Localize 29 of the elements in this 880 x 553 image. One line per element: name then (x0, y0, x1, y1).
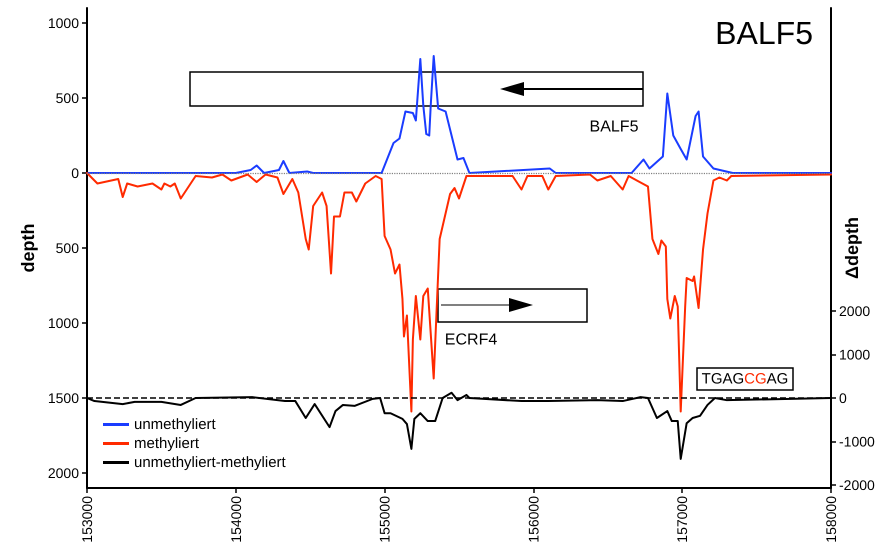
annotation: TGAGCGAG (702, 370, 788, 388)
x-tick-label: 154000 (228, 496, 244, 543)
legend-label: unmethyliert (134, 416, 217, 433)
y-tick-label: 500 (56, 90, 80, 106)
y2-axis-title: Δdepth (842, 217, 862, 279)
y-axis-title: depth (18, 224, 38, 272)
annotation: BALF5 (590, 118, 639, 136)
line-series (86, 172, 832, 412)
y-tick-label: 0 (71, 165, 80, 181)
x-tick-label: 158000 (823, 496, 839, 543)
y-tick-label: 1000 (48, 315, 80, 331)
legend-label: methyliert (134, 435, 200, 452)
chart-title: BALF5 (715, 15, 813, 51)
legend-label: unmethyliert-methyliert (134, 454, 287, 471)
y-tick-label: 2000 (48, 465, 80, 481)
x-tick-label: 153000 (79, 496, 95, 543)
y2-tick-label: 0 (839, 390, 847, 406)
line-series (86, 55, 832, 174)
x-tick-label: 155000 (376, 496, 393, 543)
y-tick-label: 500 (56, 240, 80, 256)
y2-tick-label: 1000 (839, 346, 870, 363)
x-tick-label: 157000 (674, 496, 690, 543)
y-tick-label: 1500 (48, 390, 80, 406)
y2-tick-label: -1000 (839, 433, 876, 450)
y2-tick-label: -2000 (839, 476, 876, 493)
annotation: ECRF4 (444, 332, 498, 348)
x-tick-label: 156000 (525, 496, 542, 543)
y-tick-label: 1000 (48, 15, 80, 31)
y2-tick-label: 2000 (839, 303, 870, 320)
